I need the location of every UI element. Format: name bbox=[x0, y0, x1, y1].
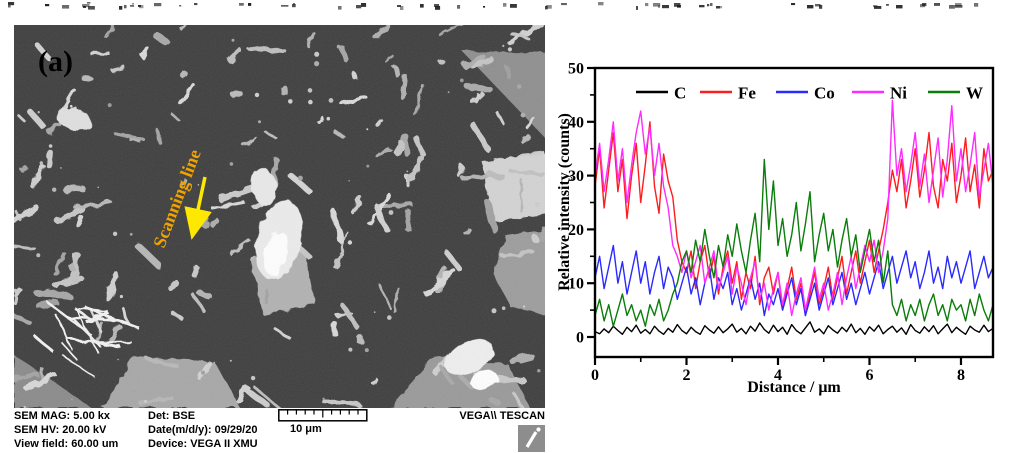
x-tick-label: 6 bbox=[865, 367, 873, 384]
sem-device: Device: VEGA II XMU bbox=[148, 438, 258, 450]
legend-label-Fe: Fe bbox=[738, 84, 756, 103]
sem-info-bar: SEM MAG: 5.00 kx SEM HV: 20.00 kV View f… bbox=[14, 408, 545, 453]
sem-texture bbox=[14, 25, 545, 408]
legend-label-W: W bbox=[966, 84, 983, 103]
x-tick-label: 0 bbox=[591, 367, 599, 384]
panel-label: (a) bbox=[38, 45, 73, 78]
vendor-label: VEGA\\ TESCAN bbox=[459, 410, 545, 422]
chart-panel: Distance / μm Relative intensity (counts… bbox=[556, 40, 1009, 400]
y-tick-label: 10 bbox=[568, 276, 584, 293]
sem-info-middle-column: Det: BSE Date(m/d/y): 09/29/20 Device: V… bbox=[148, 409, 258, 451]
sem-mag: SEM MAG: 5.00 kx bbox=[14, 410, 110, 422]
legend-label-Co: Co bbox=[814, 84, 835, 103]
sem-info-left-column: SEM MAG: 5.00 kx SEM HV: 20.00 kV View f… bbox=[14, 409, 118, 451]
x-tick-label: 2 bbox=[682, 367, 690, 384]
legend-label-Ni: Ni bbox=[890, 84, 907, 103]
x-tick-label: 4 bbox=[774, 367, 782, 384]
y-tick-label: 50 bbox=[568, 61, 584, 78]
y-tick-label: 20 bbox=[568, 222, 584, 239]
sem-noise-overlay bbox=[14, 25, 545, 408]
clipped-text-strip bbox=[8, 2, 979, 10]
tescan-logo-icon bbox=[518, 425, 545, 452]
sem-view-field: View field: 60.00 um bbox=[14, 438, 119, 450]
sem-micrograph: (a) Scanning line bbox=[14, 25, 545, 408]
y-tick-label: 40 bbox=[568, 114, 584, 131]
plot-box bbox=[593, 66, 995, 359]
x-tick-label: 8 bbox=[957, 367, 965, 384]
series-line-W bbox=[594, 158, 994, 327]
sem-date: Date(m/d/y): 09/29/20 bbox=[148, 424, 258, 436]
y-axis-label: Relative intensity (counts) bbox=[556, 113, 573, 291]
scale-bar-group: 10 μm bbox=[278, 409, 388, 435]
sem-panel: (a) Scanning line SEM MAG: 5.00 kx SEM H… bbox=[14, 25, 545, 453]
scale-bar bbox=[278, 409, 368, 422]
scanning-line-arrow bbox=[184, 176, 212, 240]
series-line-Co bbox=[594, 244, 994, 317]
x-axis-label: Distance / μm bbox=[747, 379, 841, 396]
y-tick-label: 0 bbox=[576, 330, 584, 347]
eds-line-chart: Distance / μm Relative intensity (counts… bbox=[556, 61, 995, 396]
series-line-Ni bbox=[594, 99, 994, 317]
sem-hv: SEM HV: 20.00 kV bbox=[14, 424, 107, 436]
scale-bar-label: 10 μm bbox=[290, 423, 322, 435]
series-line-Fe bbox=[594, 121, 994, 317]
legend-label-C: C bbox=[674, 84, 686, 103]
series-line-C bbox=[594, 321, 994, 335]
sem-detector: Det: BSE bbox=[148, 410, 196, 422]
y-tick-label: 30 bbox=[568, 168, 584, 185]
